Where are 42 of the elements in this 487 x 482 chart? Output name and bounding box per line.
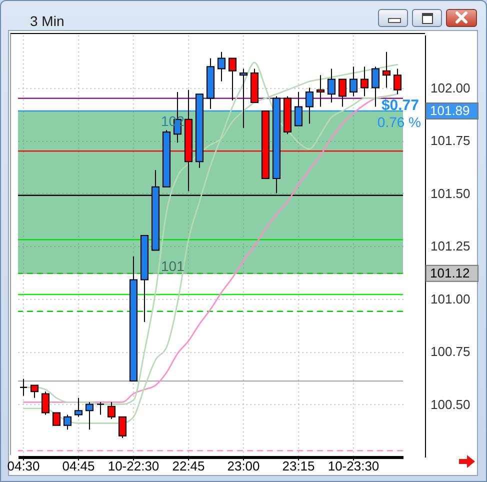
y-tick-label: 100.75 [430, 344, 470, 359]
y-tick-label: 101.00 [430, 291, 470, 306]
candlestick [371, 66, 380, 108]
candlestick [294, 91, 303, 126]
candlestick [74, 397, 83, 418]
candlestick [52, 412, 61, 426]
candlestick [63, 414, 72, 430]
candlestick [228, 58, 237, 101]
y-tick-label: 101.25 [430, 238, 470, 254]
x-tick-label: 04:45 [62, 458, 95, 474]
candlestick [41, 391, 50, 416]
candlestick [338, 78, 347, 108]
candlestick [239, 68, 248, 128]
x-tick-label: 22:45 [172, 458, 205, 474]
y-tick-label: 101.50 [430, 186, 470, 201]
x-tick-label: 23:15 [282, 458, 315, 474]
candlestick [393, 68, 402, 95]
candlestick [305, 87, 314, 124]
y-tick-label: 100.50 [430, 396, 470, 412]
x-tick-label: 10-23:30 [328, 458, 380, 474]
candlestick [85, 402, 94, 430]
annotation: $0.77 [381, 97, 419, 114]
candlestick [217, 51, 226, 82]
ref-line-label: 101.89 [430, 102, 470, 118]
candlestick [30, 384, 39, 398]
x-tick-label: 04:30 [7, 458, 40, 474]
candlestick [382, 51, 391, 88]
y-tick-label: 101.75 [430, 133, 470, 148]
candlestick [360, 66, 369, 97]
annotation: 101 [161, 258, 185, 274]
candlestick [327, 68, 336, 104]
x-tick-label: 23:00 [227, 458, 260, 474]
ref-line-label: 101.12 [430, 265, 470, 280]
candlestick [118, 416, 127, 439]
candlestick [349, 66, 358, 97]
chart-title: 3 Min [30, 13, 64, 29]
y-tick-label: 102.00 [430, 80, 470, 96]
x-tick-label: 10-22:30 [108, 458, 160, 474]
candlestick [96, 402, 105, 416]
candlestick [107, 402, 116, 420]
candlestick [19, 378, 28, 396]
candlestick [316, 74, 325, 108]
